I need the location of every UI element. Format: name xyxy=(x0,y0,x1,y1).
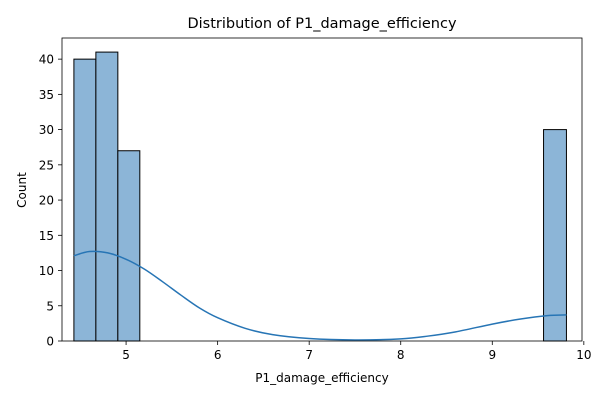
y-tick-label: 0 xyxy=(46,335,54,349)
y-tick-label: 35 xyxy=(39,88,54,102)
chart-title: Distribution of P1_damage_efficiency xyxy=(187,16,457,32)
x-tick-label: 10 xyxy=(576,348,591,362)
x-axis-ticks: 5 6 7 8 9 10 xyxy=(122,341,591,362)
y-tick-label: 40 xyxy=(39,53,54,67)
y-tick-label: 5 xyxy=(46,299,54,313)
bars-group xyxy=(73,51,567,342)
histogram-bar-2 xyxy=(117,150,141,342)
plot-area: 5 6 7 8 9 10 0 5 10 15 20 25 30 35 40 xyxy=(39,37,591,362)
x-tick-label: 6 xyxy=(214,348,222,362)
y-tick-label: 15 xyxy=(39,229,54,243)
x-tick-label: 7 xyxy=(305,348,313,362)
y-tick-label: 10 xyxy=(39,264,54,278)
x-tick-label: 9 xyxy=(488,348,496,362)
y-tick-label: 25 xyxy=(39,158,54,172)
x-axis-label: P1_damage_efficiency xyxy=(255,371,389,385)
x-tick-label: 5 xyxy=(122,348,130,362)
y-axis-ticks: 0 5 10 15 20 25 30 35 40 xyxy=(39,53,62,349)
histogram-bar-3 xyxy=(543,129,567,342)
y-tick-label: 20 xyxy=(39,194,54,208)
y-axis-label: Count xyxy=(15,172,29,208)
histogram-bar-0 xyxy=(73,58,97,342)
axes-frame xyxy=(61,37,583,342)
y-tick-label: 30 xyxy=(39,123,54,137)
x-tick-label: 8 xyxy=(397,348,405,362)
histogram-bar-1 xyxy=(95,51,119,342)
kde-curve xyxy=(73,250,567,341)
